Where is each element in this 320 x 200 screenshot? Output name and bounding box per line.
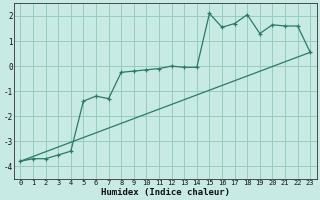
X-axis label: Humidex (Indice chaleur): Humidex (Indice chaleur) <box>101 188 230 197</box>
